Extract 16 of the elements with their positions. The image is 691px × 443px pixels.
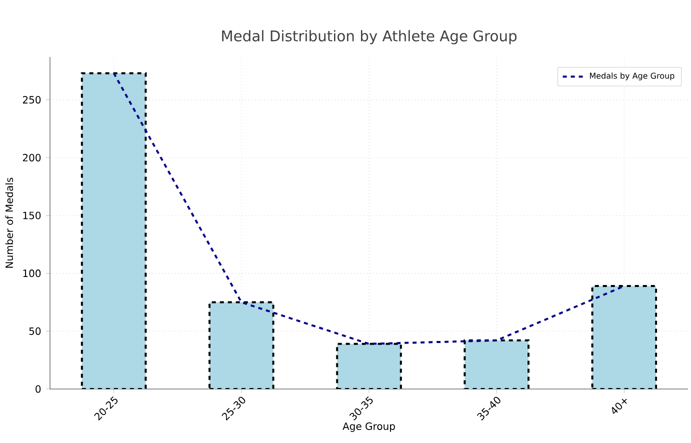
- bar: [464, 339, 530, 389]
- chart-title: Medal Distribution by Athlete Age Group: [222, 30, 517, 44]
- legend-label: Medals by Age Group: [590, 72, 674, 80]
- x-axis-title: Age Group: [342, 422, 395, 432]
- y-tick-label: 0: [36, 385, 41, 393]
- y-tick-label: 100: [23, 270, 41, 278]
- y-tick-label: 50: [29, 327, 41, 335]
- bar: [591, 285, 658, 389]
- y-tick-label: 150: [23, 212, 41, 220]
- y-tick-label: 250: [22, 96, 41, 104]
- bar: [336, 342, 402, 389]
- x-tick-label: 40+: [612, 398, 627, 414]
- y-tick-label: 200: [22, 154, 41, 162]
- y-axis-title: Number of Medals: [5, 178, 14, 268]
- bar: [208, 301, 274, 389]
- bar: [80, 72, 147, 389]
